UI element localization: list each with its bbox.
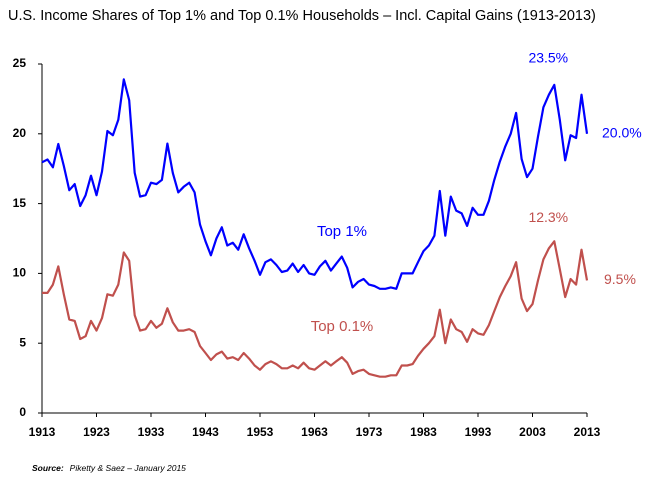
source: Source: Piketty & Saez – January 2015 (32, 463, 186, 473)
source-text: Piketty & Saez – January 2015 (70, 463, 187, 473)
y-tick-label: 0 (19, 405, 26, 419)
y-tick-label: 10 (13, 266, 27, 280)
series-line (41, 78, 589, 290)
source-label: Source: (32, 463, 64, 473)
y-tick-label: 15 (13, 196, 27, 210)
y-tick-label: 5 (19, 335, 26, 349)
chart-title: U.S. Income Shares of Top 1% and Top 0.1… (8, 8, 596, 24)
x-tick-label: 1913 (29, 425, 56, 439)
y-tick-label: 20 (13, 126, 27, 140)
value-label: 20.0% (602, 125, 642, 141)
x-tick-label: 1963 (301, 425, 328, 439)
x-tick-label: 2003 (519, 425, 546, 439)
series-label: Top 0.1% (311, 318, 374, 335)
value-label: 9.5% (604, 271, 636, 287)
x-tick-label: 1943 (192, 425, 219, 439)
x-tick-label: 1993 (465, 425, 492, 439)
series-label: Top 1% (317, 223, 367, 240)
x-tick-label: 1933 (138, 425, 165, 439)
x-tick-label: 1983 (410, 425, 437, 439)
series-line (42, 240, 589, 378)
x-tick-label: 1923 (83, 425, 110, 439)
x-tick-label: 1953 (247, 425, 274, 439)
value-label: 23.5% (528, 50, 568, 66)
x-tick-label: 1973 (356, 425, 383, 439)
y-tick-label: 25 (13, 56, 27, 70)
x-tick-label: 2013 (574, 425, 601, 439)
value-label: 12.3% (528, 209, 568, 225)
